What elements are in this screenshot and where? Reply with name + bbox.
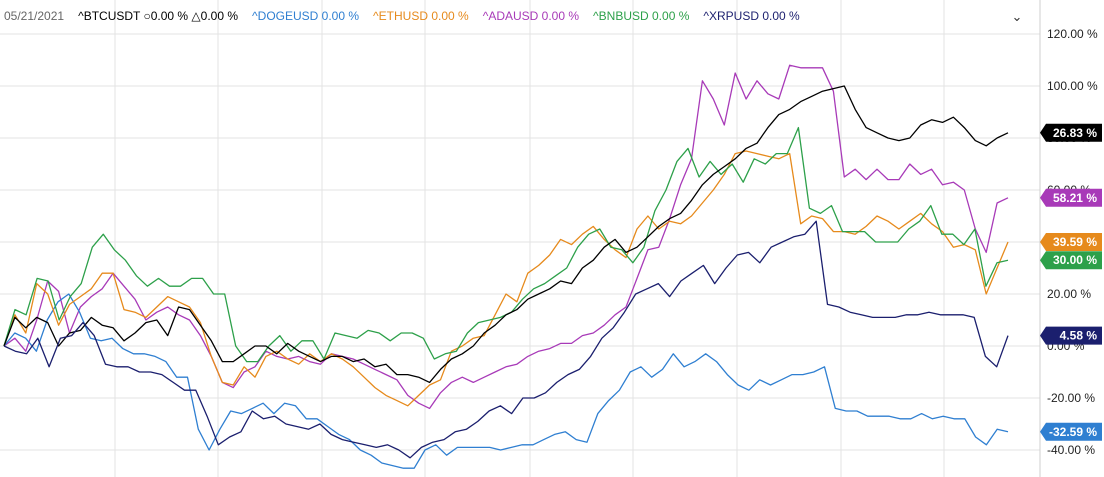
badge-shape (1040, 251, 1102, 270)
last-value-badge-ethusd: 39.59 % (1040, 233, 1102, 251)
badge-label: 58.21 % (1053, 191, 1097, 205)
badge-shape (1040, 326, 1102, 345)
series-line-btcusdt (3, 85, 1009, 384)
series-line-xrpusd (3, 220, 1009, 459)
badge-label: 39.59 % (1053, 235, 1097, 249)
series-line-bnbusd (3, 126, 1009, 363)
badge-shape (1040, 422, 1102, 441)
legend-btcusdt[interactable]: ^BTCUSDT ○0.00 % △0.00 % (78, 9, 239, 23)
y-tick-label: -20.00 % (1047, 391, 1095, 405)
badge-shape (1040, 233, 1102, 251)
chevron-down-icon[interactable]: ⌄ (1011, 9, 1023, 24)
last-value-badge-btcusdt: 26.83 % (1040, 123, 1102, 142)
y-tick-label: -40.00 % (1047, 443, 1095, 457)
badge-label: 4.58 % (1060, 329, 1098, 343)
last-value-badges: 26.83 % 58.21 % 39.59 % 30.00 % 4.58 % -32.59… (1040, 123, 1102, 441)
legend-xrpusd[interactable]: ^XRPUSD 0.00 % (703, 9, 800, 23)
badge-label: 30.00 % (1053, 253, 1097, 267)
badge-shape (1040, 123, 1102, 142)
chart-legend: 05/21/2021 ^BTCUSDT ○0.00 % △0.00 % ^DOG… (4, 9, 800, 23)
series-line-dogeusd (3, 293, 1009, 469)
series-line-adausd (3, 64, 1009, 410)
y-tick-label: 120.00 % (1047, 27, 1098, 41)
last-value-badge-adausd: 58.21 % (1040, 188, 1102, 207)
series-line-ethusd (3, 150, 1009, 407)
legend-bnbusd[interactable]: ^BNBUSD 0.00 % (593, 9, 690, 23)
last-value-badge-dogeusd: -32.59 % (1040, 422, 1102, 441)
legend-dogeusd[interactable]: ^DOGEUSD 0.00 % (252, 9, 360, 23)
last-value-badge-bnbusd: 30.00 % (1040, 251, 1102, 270)
gridlines (0, 0, 1041, 477)
legend-adausd[interactable]: ^ADAUSD 0.00 % (482, 9, 580, 23)
legend-date: 05/21/2021 (4, 9, 65, 23)
series-lines (3, 64, 1009, 469)
last-value-badge-xrpusd: 4.58 % (1040, 326, 1102, 345)
badge-label: 26.83 % (1053, 126, 1097, 140)
y-tick-label: 100.00 % (1047, 79, 1098, 93)
badge-shape (1040, 188, 1102, 207)
legend-ethusd[interactable]: ^ETHUSD 0.00 % (373, 9, 469, 23)
badge-label: -32.59 % (1049, 425, 1097, 439)
y-tick-label: 20.00 % (1047, 287, 1091, 301)
